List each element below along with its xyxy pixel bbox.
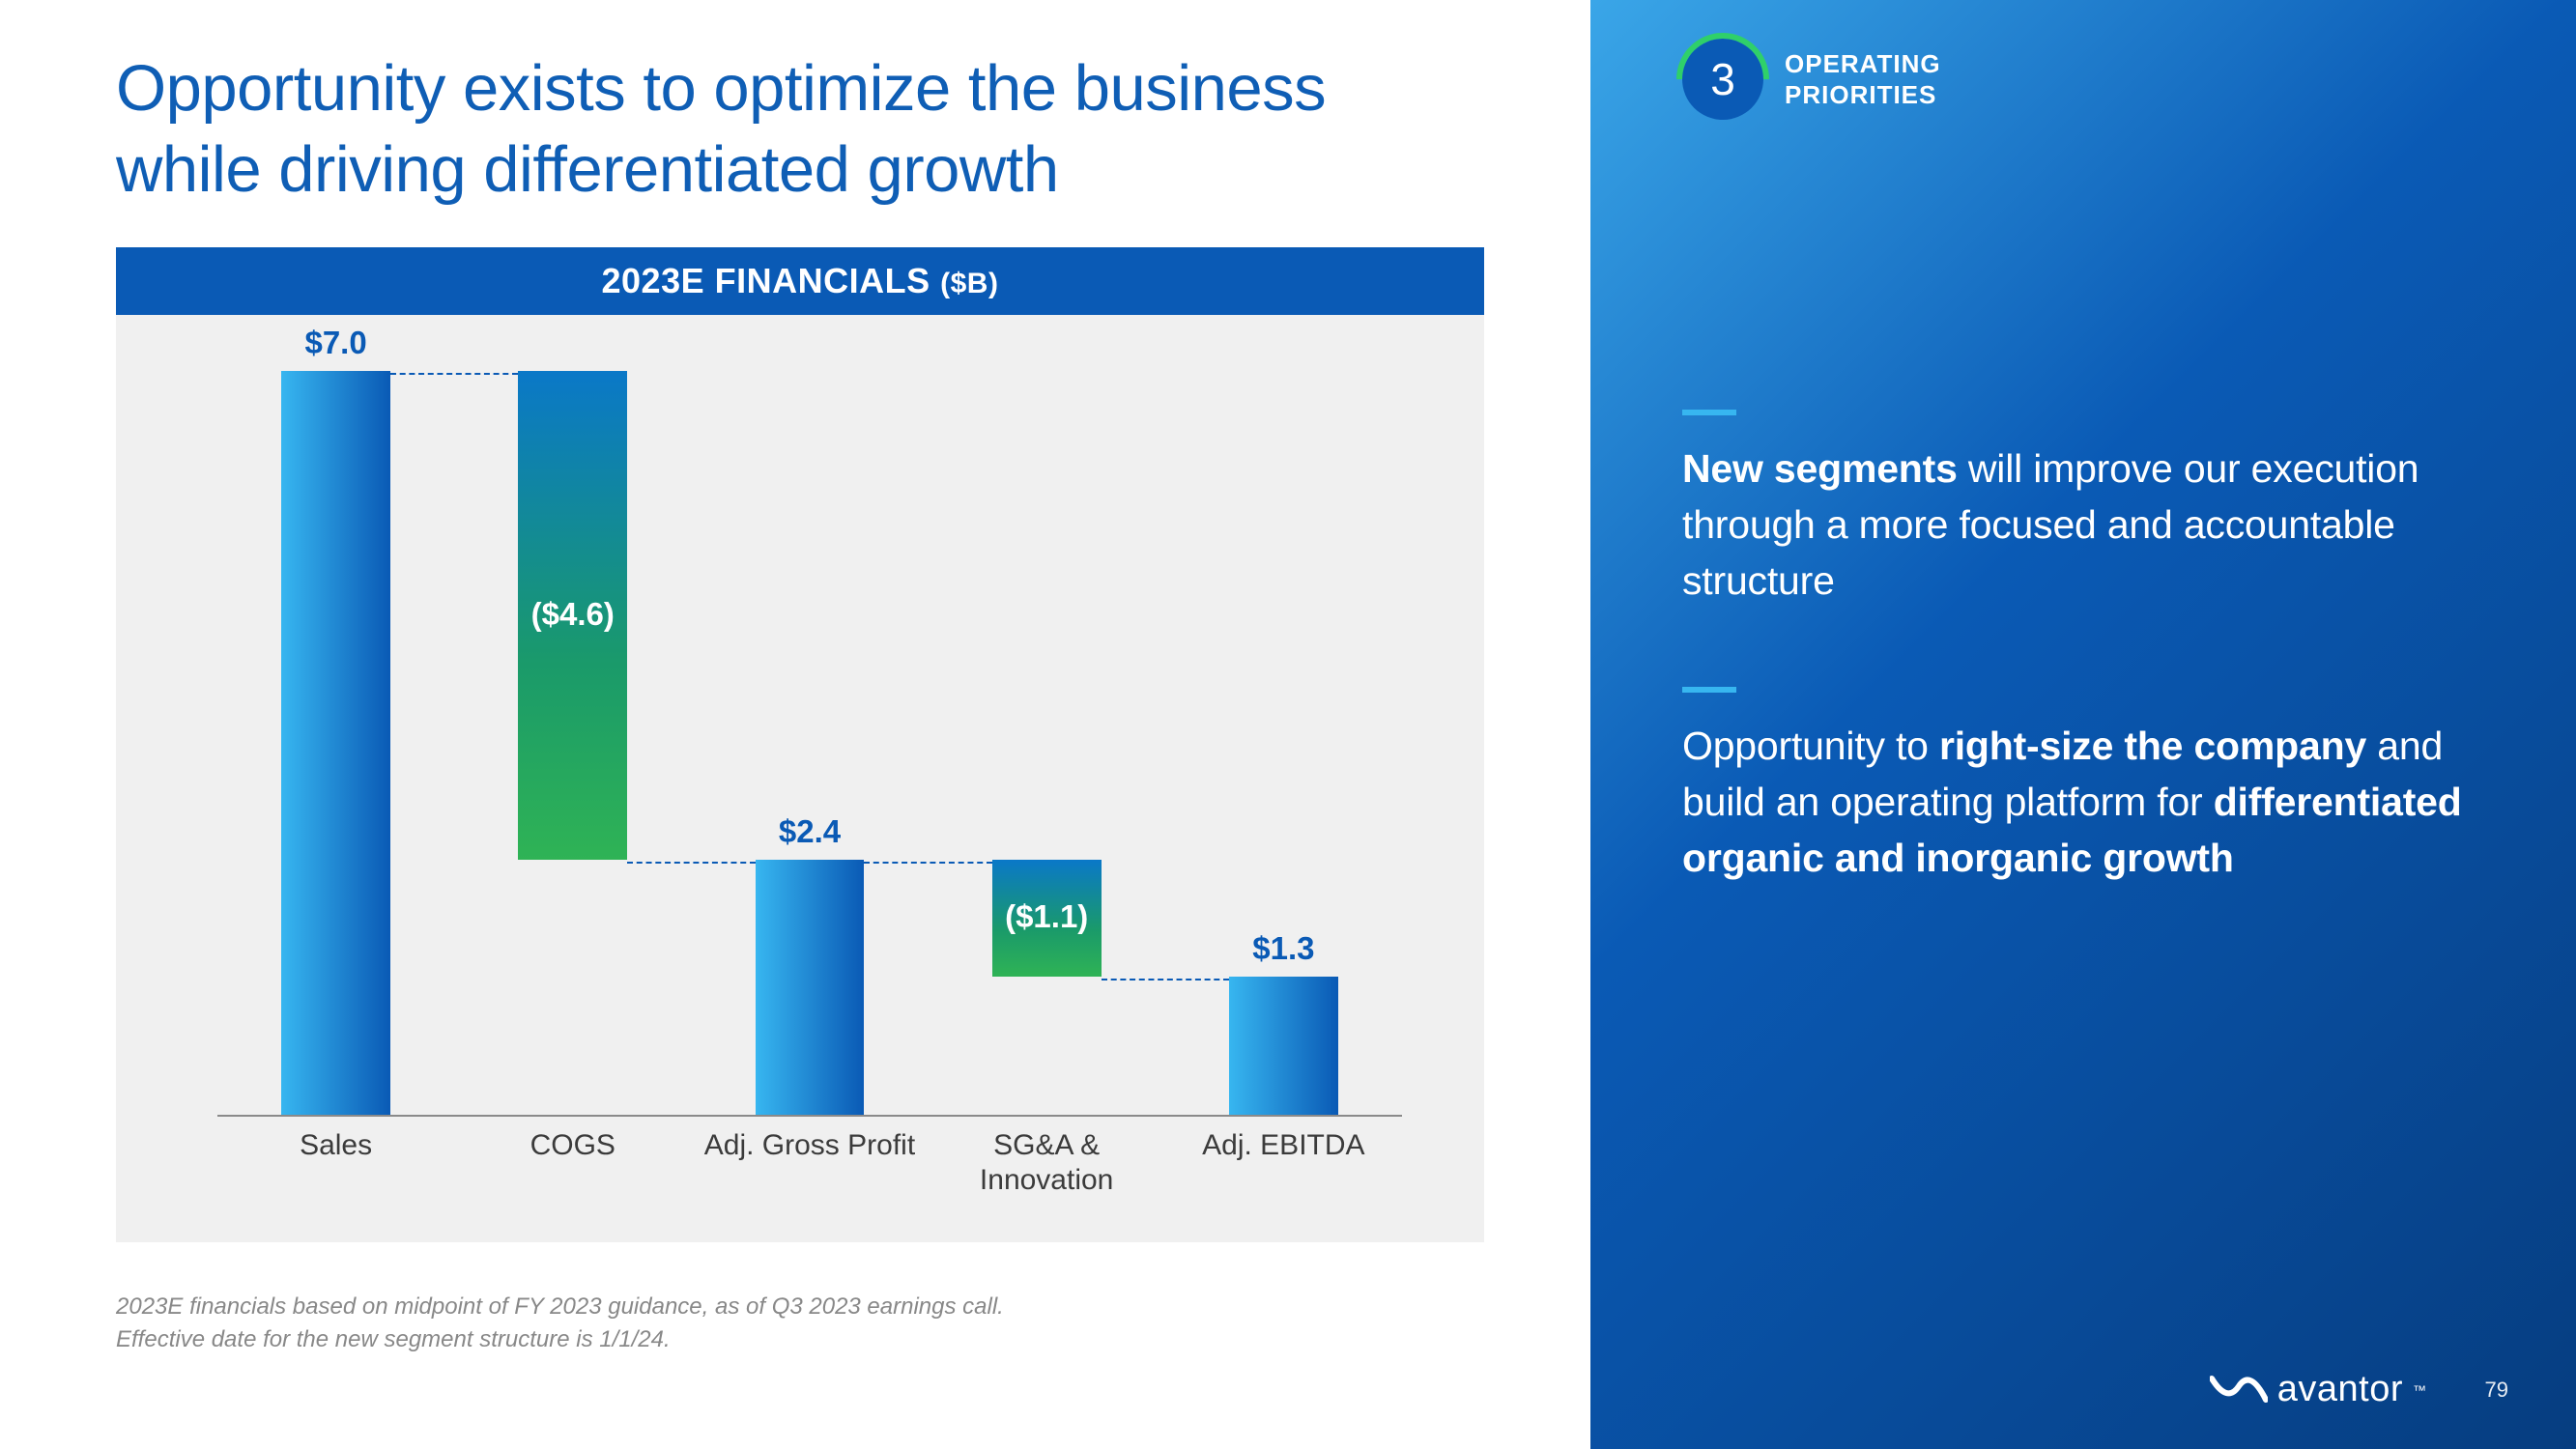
waterfall-connector	[1102, 979, 1229, 980]
bar-value-label: $7.0	[227, 325, 445, 361]
priority-badge: 3 OPERATING PRIORITIES	[1682, 39, 2508, 120]
category-label: Adj. EBITDA	[1165, 1128, 1402, 1198]
body-block: New segments will improve our execution …	[1682, 410, 2508, 610]
avantor-logo-icon	[2210, 1371, 2268, 1409]
footnote-line: Effective date for the new segment struc…	[116, 1323, 1484, 1357]
waterfall-bar: $7.0	[281, 371, 390, 1115]
bar-positive	[281, 371, 390, 1115]
bar-value-label: $2.4	[701, 813, 919, 850]
left-panel: Opportunity exists to optimize the busin…	[0, 0, 1590, 1449]
chart-title-unit: ($B)	[940, 268, 998, 299]
bar-value-label: $1.3	[1175, 930, 1393, 967]
footnote-line: 2023E financials based on midpoint of FY…	[116, 1291, 1484, 1324]
bar-value-label: ($1.1)	[937, 898, 1156, 935]
waterfall-bar: ($4.6)	[518, 371, 627, 1115]
priority-number: 3	[1710, 53, 1735, 105]
accent-tick	[1682, 687, 1736, 693]
body-text: New segments will improve our execution …	[1682, 440, 2508, 610]
category-axis: SalesCOGSAdj. Gross ProfitSG&A &Innovati…	[217, 1128, 1402, 1198]
chart-area: $7.0 ($4.6) $2.4 ($1.1) $1.3 SalesCOGSAdj. G…	[116, 315, 1484, 1242]
category-label: COGS	[454, 1128, 691, 1198]
waterfall-plot: $7.0 ($4.6) $2.4 ($1.1) $1.3	[217, 373, 1402, 1117]
body-block: Opportunity to right-size the company an…	[1682, 687, 2508, 887]
avantor-logo: avantor ™	[2210, 1369, 2427, 1410]
bar-value-label: ($4.6)	[464, 596, 682, 633]
accent-tick	[1682, 410, 1736, 415]
footer-row: avantor ™ 79	[2210, 1369, 2508, 1410]
waterfall-connector	[627, 862, 755, 864]
priority-label: OPERATING PRIORITIES	[1785, 48, 1941, 111]
waterfall-bar: $2.4	[756, 371, 865, 1115]
chart-title-main: 2023E FINANCIALS	[602, 261, 930, 300]
waterfall-bar: $1.3	[1229, 371, 1338, 1115]
trademark-icon: ™	[2413, 1382, 2427, 1398]
page-headline: Opportunity exists to optimize the busin…	[116, 48, 1484, 211]
bar-positive	[1229, 977, 1338, 1115]
chart-title: 2023E FINANCIALS ($B)	[116, 247, 1484, 315]
priority-label-line: PRIORITIES	[1785, 79, 1941, 111]
priority-number-circle: 3	[1682, 39, 1763, 120]
priority-label-line: OPERATING	[1785, 48, 1941, 80]
waterfall-connector	[864, 862, 991, 864]
financials-chart-card: 2023E FINANCIALS ($B) $7.0 ($4.6) $2.4 ($1.…	[116, 247, 1484, 1242]
avantor-logo-text: avantor	[2277, 1369, 2403, 1410]
body-text: Opportunity to right-size the company an…	[1682, 718, 2508, 887]
footnote: 2023E financials based on midpoint of FY…	[116, 1291, 1484, 1358]
bar-positive	[756, 860, 865, 1115]
waterfall-bar: ($1.1)	[992, 371, 1102, 1115]
category-label: Sales	[217, 1128, 454, 1198]
right-panel: 3 OPERATING PRIORITIES New segments will…	[1590, 0, 2576, 1449]
body-copy: New segments will improve our execution …	[1682, 410, 2508, 963]
waterfall-connector	[390, 373, 518, 375]
page-number: 79	[2485, 1378, 2508, 1403]
category-label: SG&A &Innovation	[929, 1128, 1165, 1198]
category-label: Adj. Gross Profit	[691, 1128, 928, 1198]
